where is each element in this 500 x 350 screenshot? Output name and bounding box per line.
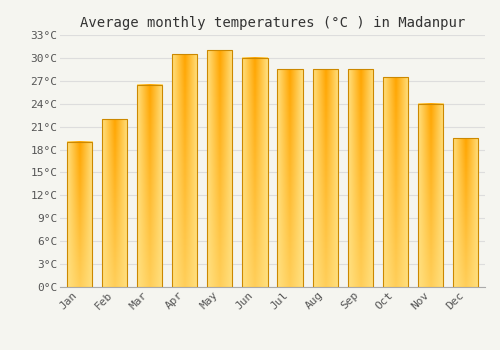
Bar [418,104,443,287]
Bar [172,54,198,287]
Bar [207,50,233,287]
Bar [66,142,92,287]
Bar [383,77,408,287]
Bar [102,119,127,287]
Bar [453,138,478,287]
Bar [348,69,373,287]
Bar [312,69,338,287]
Bar [242,58,268,287]
Title: Average monthly temperatures (°C ) in Madanpur: Average monthly temperatures (°C ) in Ma… [80,16,465,30]
Bar [278,69,302,287]
Bar [137,85,162,287]
